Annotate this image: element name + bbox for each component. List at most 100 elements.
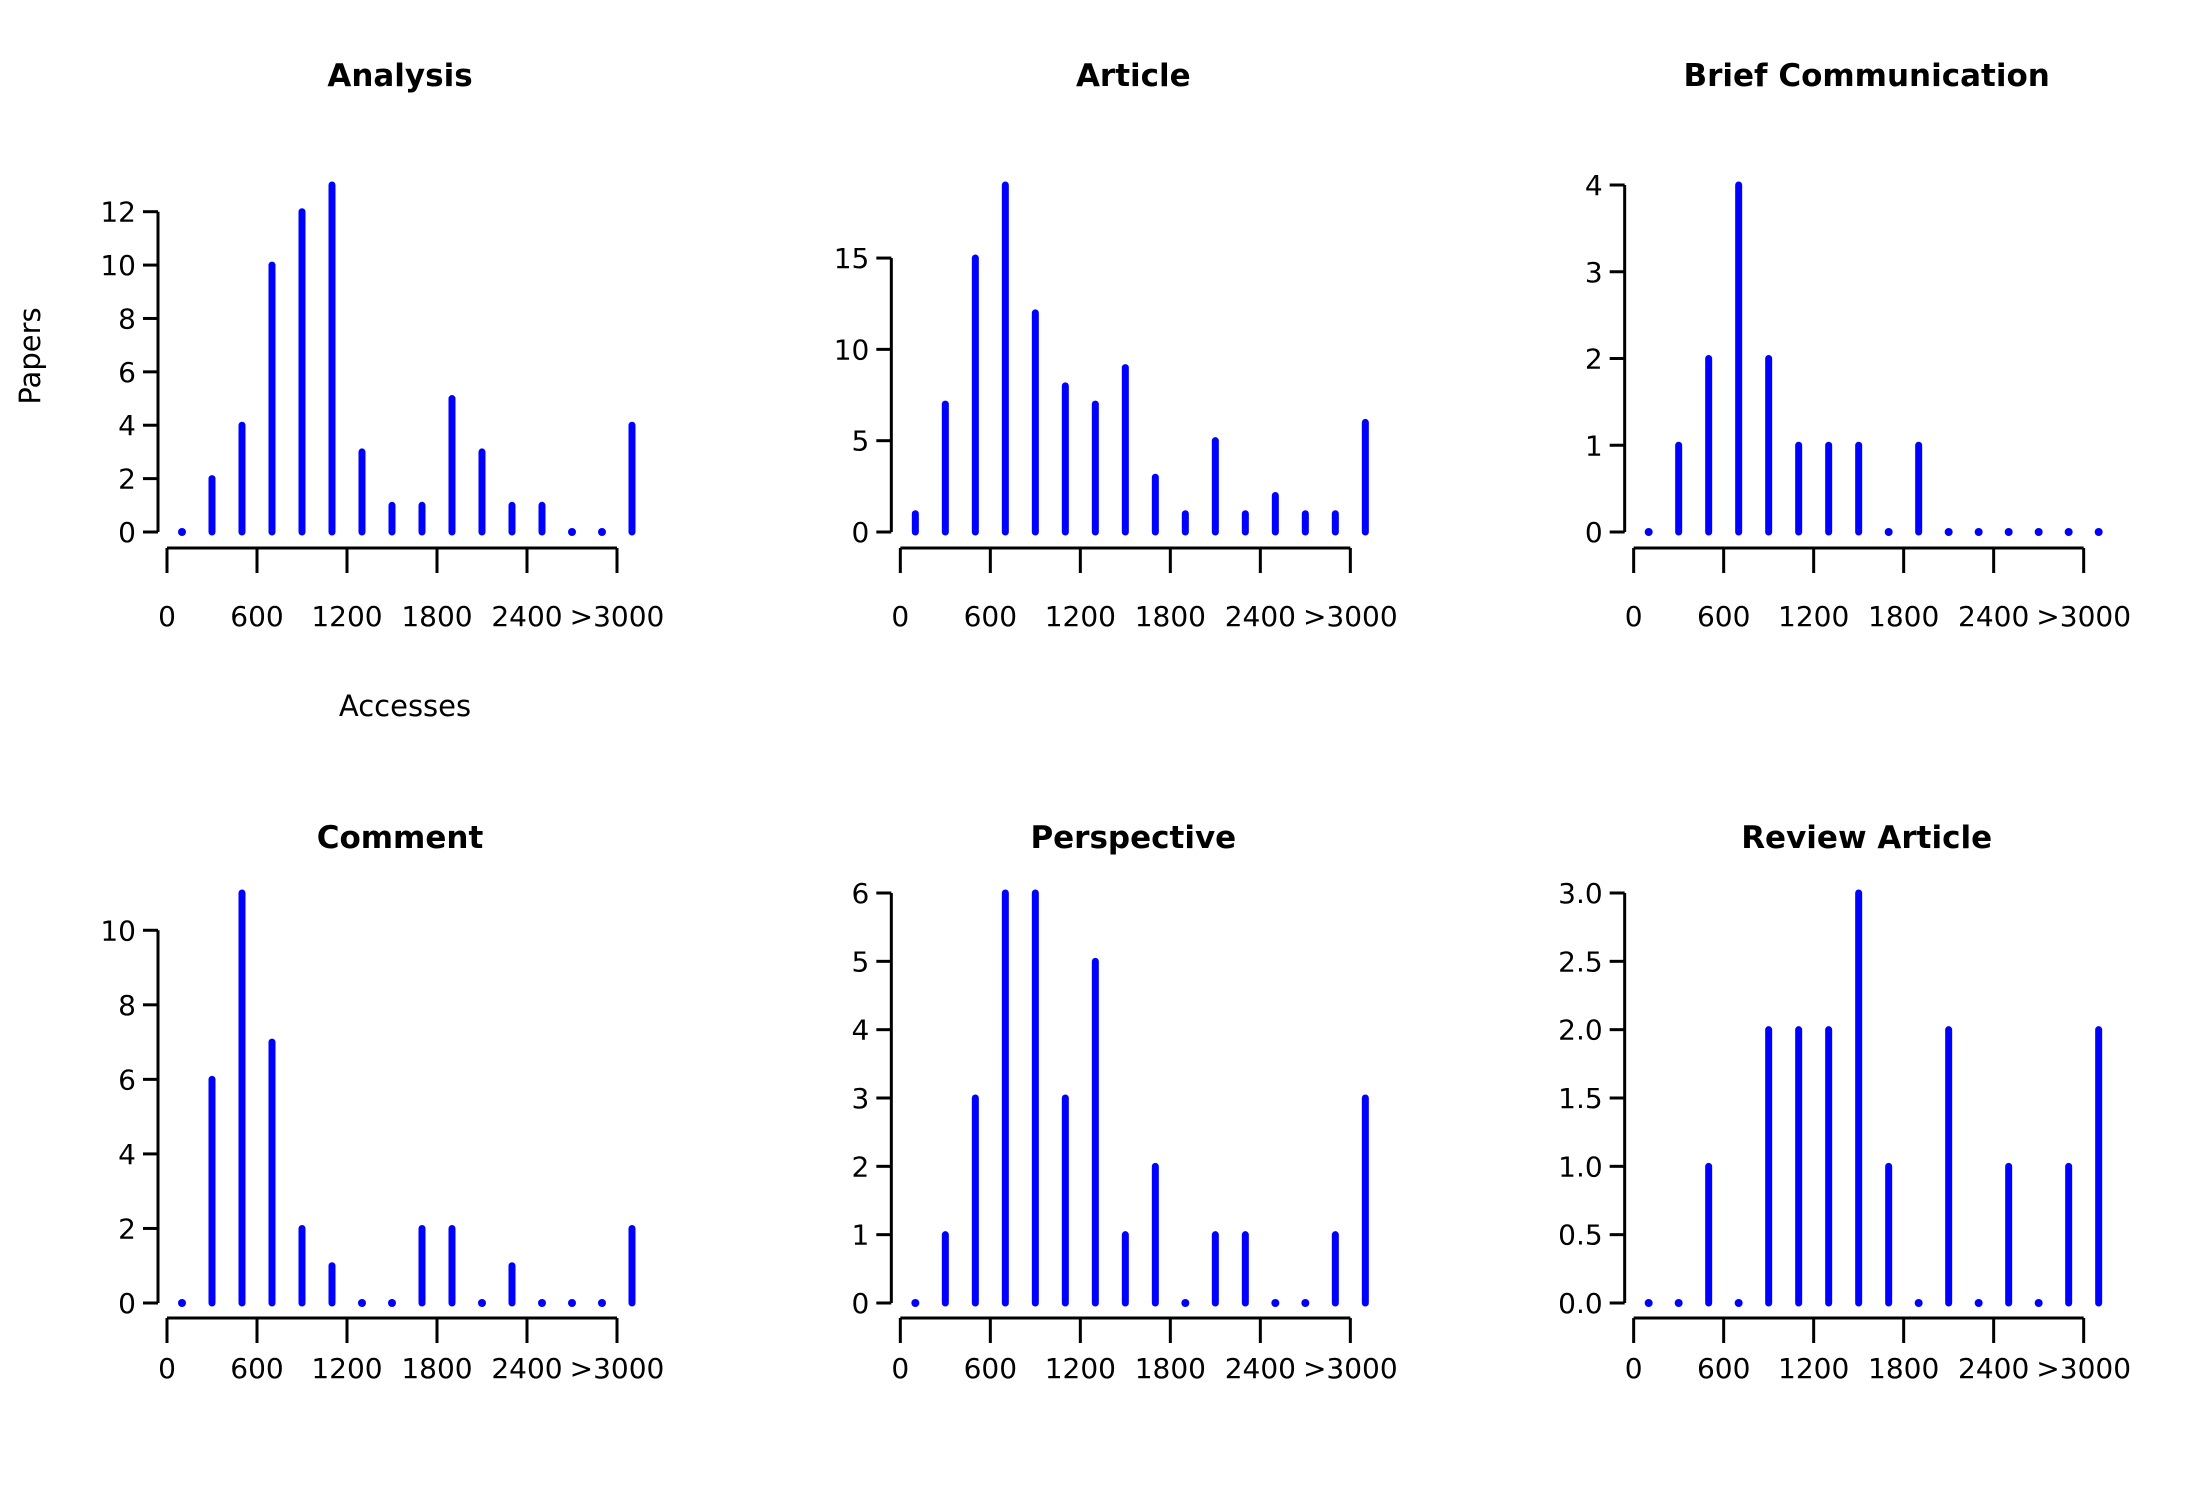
zero-dot	[2034, 528, 2043, 536]
y-tick-label: 10	[100, 914, 136, 947]
x-tick-label: >3000	[1303, 1352, 1398, 1385]
zero-dot	[598, 1299, 606, 1307]
chart-title: Comment	[317, 820, 484, 856]
zero-dot	[598, 528, 606, 536]
chart-brief-communication: Brief Communication 0 1 2 3 4 0 600 1200 1800 2400…	[1585, 58, 2131, 633]
zero-dot	[911, 1299, 920, 1307]
x-tick-label: 0	[1625, 1352, 1643, 1385]
zero-dot	[478, 1299, 486, 1307]
x-tick-label: >3000	[2036, 1352, 2131, 1385]
x-tick-label: 1800	[401, 1352, 472, 1385]
y-tick-label: 6	[118, 356, 136, 389]
zero-dot	[1644, 528, 1653, 536]
zero-dot	[1944, 528, 1953, 536]
chart-title: Article	[1076, 58, 1191, 94]
chart-title: Analysis	[327, 58, 472, 94]
x-tick-label: 1200	[311, 1352, 382, 1385]
y-tick-label: 0	[852, 516, 870, 549]
y-tick-label: 6	[118, 1063, 136, 1096]
x-tick-label: 600	[964, 1352, 1017, 1385]
chart-perspective: Perspective 0 1 2 3 4 5 6 0 600 1200 1800 2400 >3000	[852, 820, 1398, 1385]
zero-dot	[178, 528, 186, 536]
x-tick-label: >3000	[570, 600, 665, 633]
y-tick-label: 10	[834, 333, 870, 366]
zero-dot	[2064, 528, 2073, 536]
zero-dot	[1644, 1299, 1653, 1307]
chart-title: Review Article	[1741, 820, 1992, 856]
x-tick-label: >3000	[2036, 600, 2131, 633]
y-tick-label: 2	[852, 1150, 870, 1183]
x-tick-label: 2400	[491, 1352, 562, 1385]
x-tick-label: 2400	[1958, 1352, 2029, 1385]
y-tick-label: 2.5	[1558, 945, 1603, 978]
x-tick-label: 600	[964, 600, 1017, 633]
y-tick-label: 3.0	[1558, 877, 1603, 910]
y-tick-label: 1	[852, 1219, 870, 1252]
x-tick-label: 2400	[1225, 600, 1296, 633]
zero-dot	[1914, 1299, 1923, 1307]
y-tick-label: 1.5	[1558, 1082, 1603, 1115]
x-tick-label: 1200	[1045, 600, 1116, 633]
x-tick-label: 2400	[1958, 600, 2029, 633]
y-tick-label: 0.5	[1558, 1219, 1603, 1252]
y-tick-label: 4	[1585, 169, 1603, 202]
y-tick-label: 6	[852, 877, 870, 910]
x-tick-label: 600	[1697, 600, 1750, 633]
y-tick-label: 3	[852, 1082, 870, 1115]
x-tick-label: 1800	[1135, 600, 1206, 633]
y-tick-label: 4	[852, 1014, 870, 1047]
zero-dot	[2094, 528, 2103, 536]
y-tick-label: 3	[1585, 256, 1603, 289]
y-tick-label: 0	[1585, 516, 1603, 549]
zero-dot	[568, 1299, 576, 1307]
chart-title: Brief Communication	[1683, 58, 2049, 94]
chart-article: Article 0 5 10 15 0 600 1200 1800 2400 >3000	[834, 58, 1398, 633]
zero-dot	[1301, 1299, 1310, 1307]
chart-review-article: Review Article 0.0 0.5 1.0 1.5 2.0 2.5 3.0 0 600 1…	[1558, 820, 2131, 1385]
x-tick-label: 600	[230, 600, 283, 633]
x-axis-label: Accesses	[338, 689, 472, 723]
x-tick-label: 600	[1697, 1352, 1750, 1385]
zero-dot	[538, 1299, 546, 1307]
x-tick-label: 1200	[311, 600, 382, 633]
chart-analysis: Analysis 0 2 4 6 8 10 12 0 600 1200 1800 2400 >3000	[100, 58, 664, 633]
zero-dot	[1271, 1299, 1280, 1307]
zero-dot	[358, 1299, 366, 1307]
y-tick-label: 0	[118, 1287, 136, 1320]
x-tick-label: 600	[230, 1352, 283, 1385]
y-tick-label: 15	[834, 242, 870, 275]
zero-dot	[1734, 1299, 1743, 1307]
zero-dot	[178, 1299, 186, 1307]
y-tick-label: 2	[118, 1212, 136, 1245]
y-tick-label: 4	[118, 1138, 136, 1171]
x-tick-label: 0	[158, 1352, 176, 1385]
zero-dot	[1884, 528, 1893, 536]
x-tick-label: >3000	[570, 1352, 665, 1385]
x-tick-label: 0	[158, 600, 176, 633]
y-tick-label: 0	[118, 516, 136, 549]
y-tick-label: 2	[1585, 343, 1603, 376]
x-tick-label: 2400	[1225, 1352, 1296, 1385]
y-tick-label: 10	[100, 249, 136, 282]
y-tick-label: 1	[1585, 429, 1603, 462]
zero-dot	[1974, 1299, 1983, 1307]
y-tick-label: 8	[118, 989, 136, 1022]
y-tick-label: 5	[852, 425, 870, 458]
x-tick-label: 1800	[1135, 1352, 1206, 1385]
zero-dot	[1181, 1299, 1190, 1307]
x-tick-label: 0	[1625, 600, 1643, 633]
x-tick-label: 1800	[1868, 1352, 1939, 1385]
zero-dot	[2034, 1299, 2043, 1307]
zero-dot	[1674, 1299, 1683, 1307]
x-tick-label: 0	[891, 1352, 909, 1385]
y-tick-label: 0.0	[1558, 1287, 1603, 1320]
y-tick-label: 0	[852, 1287, 870, 1320]
y-tick-label: 1.0	[1558, 1150, 1603, 1183]
x-tick-label: 1800	[1868, 600, 1939, 633]
x-tick-label: 1200	[1778, 600, 1849, 633]
x-tick-label: 1200	[1778, 1352, 1849, 1385]
x-tick-label: >3000	[1303, 600, 1398, 633]
y-tick-label: 2	[118, 463, 136, 496]
